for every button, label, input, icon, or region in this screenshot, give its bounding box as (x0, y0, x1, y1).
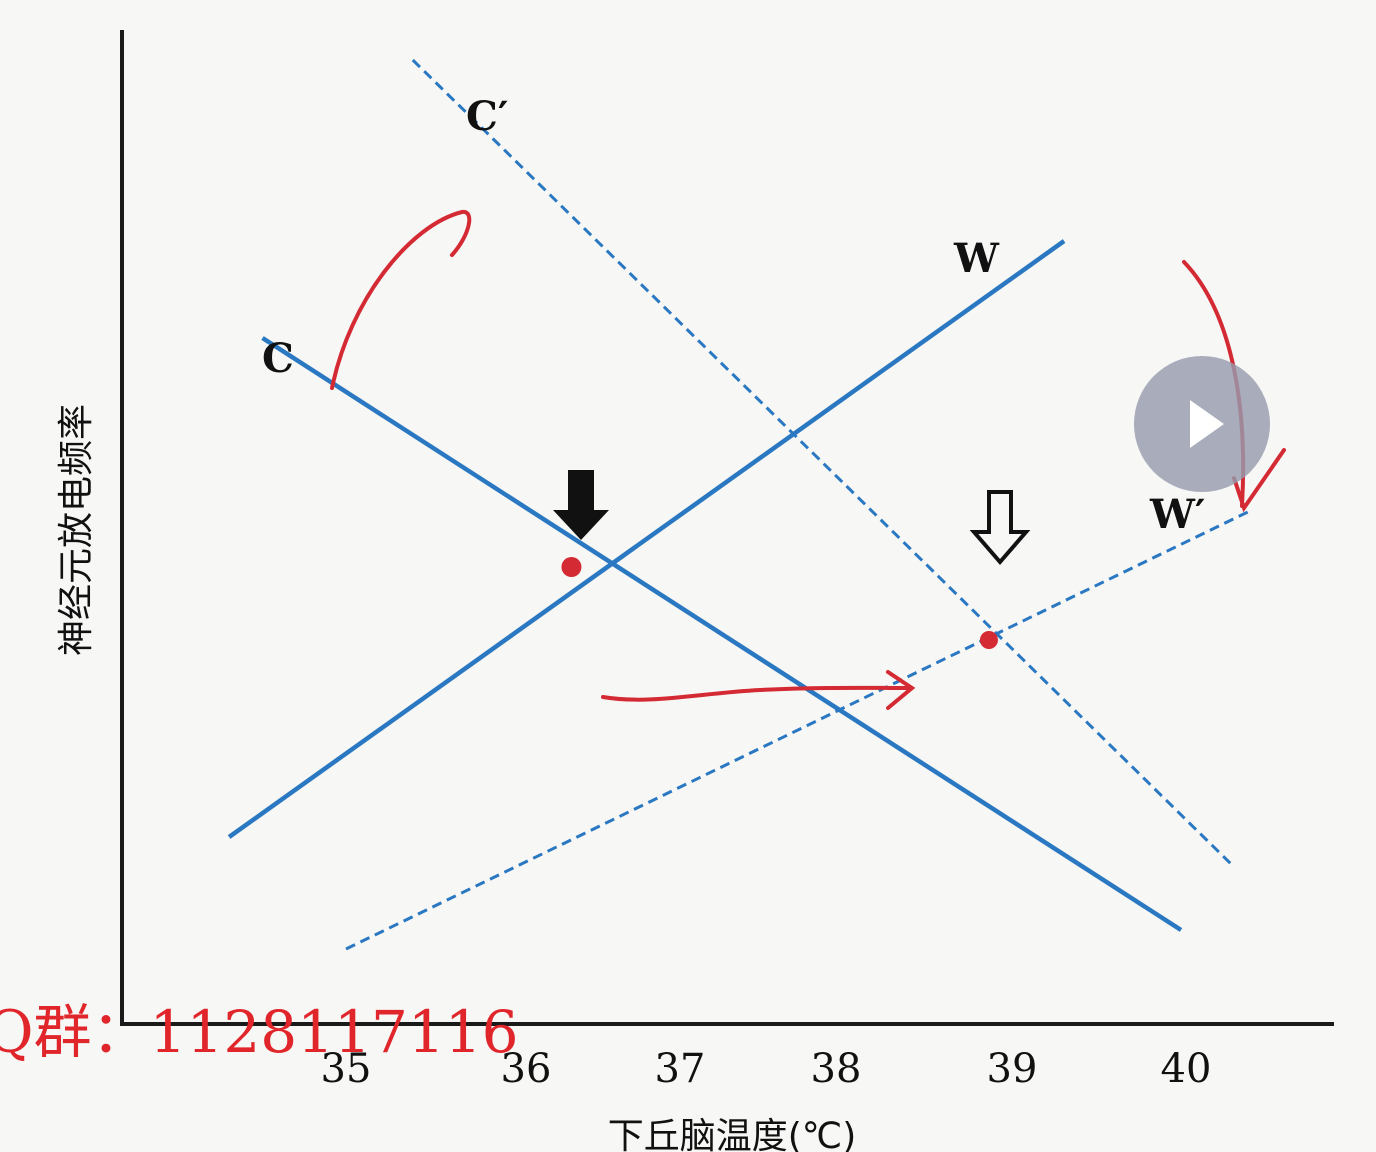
set-point-arrow-hollow (969, 490, 1031, 566)
x-axis-title: 下丘脑温度(℃) (608, 1116, 857, 1152)
series-label-c: C (262, 335, 294, 382)
annotation-arrow-setpoint-shift (601, 670, 916, 710)
series-line-w (227, 239, 1066, 839)
x-tick-39: 39 (987, 1046, 1038, 1092)
annotation-arrow-c-shift (330, 210, 472, 390)
x-tick-35: 35 (321, 1046, 372, 1092)
series-line-c (261, 336, 1183, 932)
set-point-1 (561, 557, 582, 577)
series-label-w: W (953, 235, 1000, 282)
series-layer (227, 58, 1249, 951)
x-tick-37: 37 (655, 1046, 706, 1092)
set-point-2 (979, 631, 998, 649)
x-tick-40: 40 (1161, 1046, 1212, 1092)
y-axis-title: 神经元放电频率 (56, 404, 97, 656)
play-icon (1190, 400, 1224, 448)
watermark: Q群：1128117116 (0, 998, 519, 1066)
series-line-c-prime (411, 58, 1233, 866)
x-tick-36: 36 (501, 1046, 552, 1092)
set-points-layer (561, 557, 998, 649)
series-label-c-prime: C′ (466, 93, 508, 140)
series-line-w-prime (345, 510, 1249, 951)
set-point-arrow-filled (553, 470, 609, 540)
x-tick-38: 38 (811, 1046, 862, 1092)
play-button[interactable] (1134, 356, 1270, 492)
annotation-arrows (330, 210, 1286, 710)
series-label-w-prime: W′ (1149, 491, 1205, 538)
